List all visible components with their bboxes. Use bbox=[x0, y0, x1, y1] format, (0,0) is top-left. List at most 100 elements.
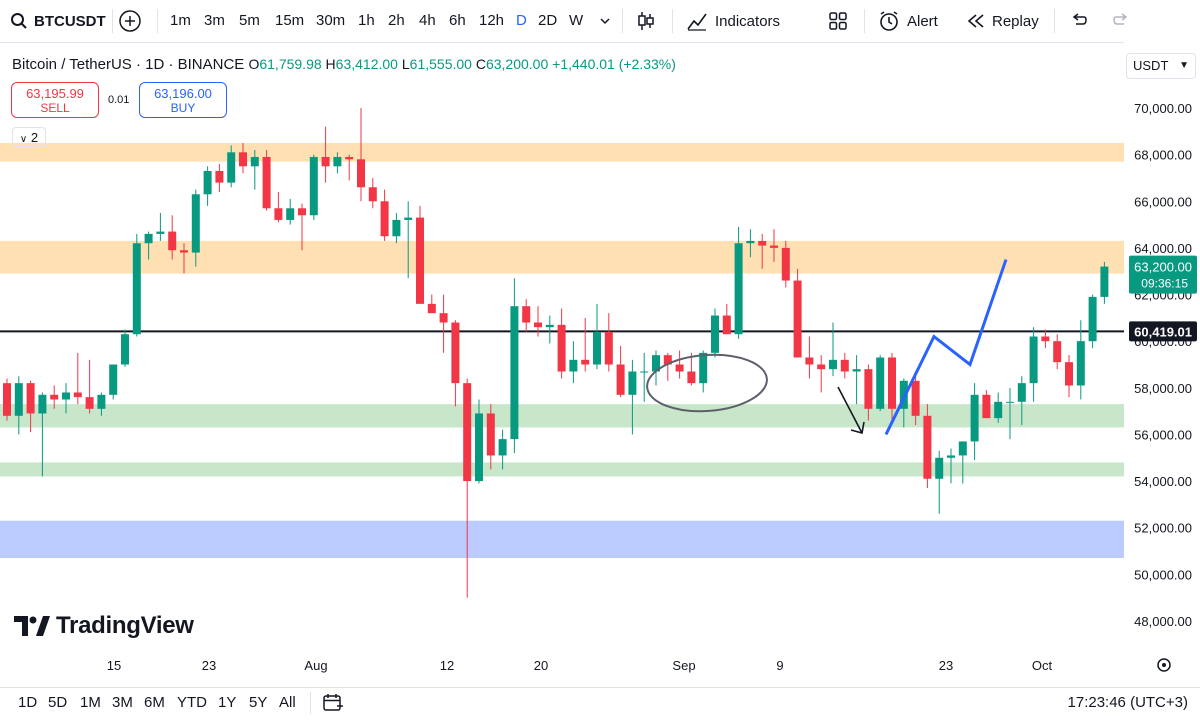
candle[interactable] bbox=[357, 108, 365, 202]
candle[interactable] bbox=[817, 355, 826, 393]
timeframe-3m[interactable]: 3m bbox=[204, 12, 225, 29]
candle[interactable] bbox=[85, 359, 94, 414]
sell-button[interactable]: 63,195.99 SELL bbox=[11, 82, 99, 118]
candle[interactable] bbox=[805, 336, 814, 379]
candle[interactable] bbox=[593, 303, 601, 370]
timeframe-D[interactable]: D bbox=[516, 12, 527, 29]
candle[interactable] bbox=[711, 308, 719, 358]
candle[interactable] bbox=[1088, 294, 1097, 349]
candle[interactable] bbox=[746, 229, 755, 258]
candle[interactable] bbox=[1076, 320, 1085, 400]
chart-type-button[interactable] bbox=[636, 0, 656, 42]
range-ytd[interactable]: YTD bbox=[177, 694, 207, 711]
candle[interactable] bbox=[652, 350, 660, 386]
candle[interactable] bbox=[404, 201, 413, 279]
candle[interactable] bbox=[298, 203, 306, 251]
candle[interactable] bbox=[380, 189, 389, 241]
candle[interactable] bbox=[475, 399, 483, 484]
candle[interactable] bbox=[758, 233, 767, 269]
candle[interactable] bbox=[781, 240, 790, 288]
candle[interactable] bbox=[1100, 261, 1109, 304]
candle[interactable] bbox=[97, 392, 106, 416]
candle[interactable] bbox=[958, 441, 967, 484]
candle[interactable] bbox=[14, 376, 23, 435]
candle[interactable] bbox=[439, 294, 448, 353]
candle[interactable] bbox=[345, 154, 354, 181]
candle[interactable] bbox=[1041, 329, 1050, 349]
candle[interactable] bbox=[876, 355, 885, 412]
candle[interactable] bbox=[722, 303, 731, 335]
candle[interactable] bbox=[463, 378, 472, 598]
timeframe-5m[interactable]: 5m bbox=[239, 12, 260, 29]
zone-green-3[interactable] bbox=[0, 462, 1124, 477]
candle[interactable] bbox=[616, 345, 625, 398]
candle[interactable] bbox=[770, 229, 778, 262]
candle[interactable] bbox=[734, 226, 743, 339]
candle[interactable] bbox=[557, 308, 566, 379]
candle[interactable] bbox=[180, 243, 188, 274]
indicators-collapse-button[interactable]: ∨ 2 bbox=[12, 127, 46, 147]
replay-button[interactable]: Replay bbox=[966, 0, 1039, 42]
price-chart[interactable]: 70,000.0068,000.0066,000.0064,000.0062,0… bbox=[0, 42, 1200, 687]
candle[interactable] bbox=[227, 145, 236, 188]
candle[interactable] bbox=[687, 352, 696, 386]
candle[interactable] bbox=[911, 373, 920, 426]
candle[interactable] bbox=[368, 177, 377, 209]
range-3m[interactable]: 3M bbox=[112, 694, 133, 711]
candle[interactable] bbox=[663, 352, 672, 381]
buy-button[interactable]: 63,196.00 BUY bbox=[139, 82, 227, 118]
candle[interactable] bbox=[982, 390, 991, 419]
candle[interactable] bbox=[947, 448, 955, 484]
candle[interactable] bbox=[144, 231, 153, 260]
candle[interactable] bbox=[156, 212, 165, 241]
candle[interactable] bbox=[427, 294, 436, 314]
candle[interactable] bbox=[793, 268, 802, 358]
candle[interactable] bbox=[829, 322, 837, 377]
range-1y[interactable]: 1Y bbox=[218, 694, 237, 711]
candle[interactable] bbox=[935, 450, 944, 514]
candle[interactable] bbox=[191, 189, 200, 267]
timeframe-12h[interactable]: 12h bbox=[479, 12, 505, 29]
range-5y[interactable]: 5Y bbox=[249, 694, 268, 711]
candle[interactable] bbox=[994, 392, 1003, 423]
utc-clock[interactable]: 17:23:46 (UTC+3) bbox=[1067, 694, 1188, 711]
symbol-search-button[interactable]: BTCUSDT bbox=[10, 0, 106, 42]
candle[interactable] bbox=[109, 364, 118, 400]
candle[interactable] bbox=[3, 378, 11, 421]
projection-path-drawing[interactable] bbox=[884, 259, 1008, 436]
down-arrow-drawing[interactable] bbox=[837, 386, 863, 434]
candle[interactable] bbox=[675, 350, 684, 379]
candle[interactable] bbox=[309, 154, 318, 220]
zone-orange-1[interactable] bbox=[0, 240, 1124, 274]
candle[interactable] bbox=[333, 152, 342, 174]
candle[interactable] bbox=[923, 404, 932, 489]
timeframe-2D[interactable]: 2D bbox=[538, 12, 558, 29]
candle[interactable] bbox=[286, 198, 295, 225]
candle[interactable] bbox=[62, 383, 70, 414]
candle[interactable] bbox=[215, 163, 224, 192]
candle[interactable] bbox=[569, 341, 578, 384]
timeframe-15m[interactable]: 15m bbox=[275, 12, 305, 29]
candle[interactable] bbox=[581, 317, 590, 372]
range-5d[interactable]: 5D bbox=[48, 694, 68, 711]
timeframe-W[interactable]: W bbox=[569, 12, 584, 29]
candle[interactable] bbox=[640, 352, 649, 402]
range-1d[interactable]: 1D bbox=[18, 694, 38, 711]
go-to-date-button[interactable] bbox=[322, 688, 344, 718]
candle[interactable] bbox=[864, 364, 873, 421]
candle[interactable] bbox=[274, 191, 283, 223]
candle[interactable] bbox=[970, 383, 979, 461]
candle[interactable] bbox=[50, 385, 59, 409]
candle[interactable] bbox=[38, 392, 47, 477]
price-axis[interactable]: 70,000.0068,000.0066,000.0064,000.0062,0… bbox=[1124, 42, 1200, 642]
candle[interactable] bbox=[239, 142, 247, 174]
candle[interactable] bbox=[888, 352, 896, 421]
redo-button[interactable] bbox=[1112, 0, 1130, 42]
candle[interactable] bbox=[1006, 387, 1014, 440]
timeframe-6h[interactable]: 6h bbox=[449, 12, 466, 29]
timeframe-1h[interactable]: 1h bbox=[358, 12, 375, 29]
zone-green-2[interactable] bbox=[0, 404, 1124, 428]
candle[interactable] bbox=[1017, 376, 1026, 426]
candle[interactable] bbox=[26, 380, 35, 433]
candle[interactable] bbox=[628, 359, 637, 435]
